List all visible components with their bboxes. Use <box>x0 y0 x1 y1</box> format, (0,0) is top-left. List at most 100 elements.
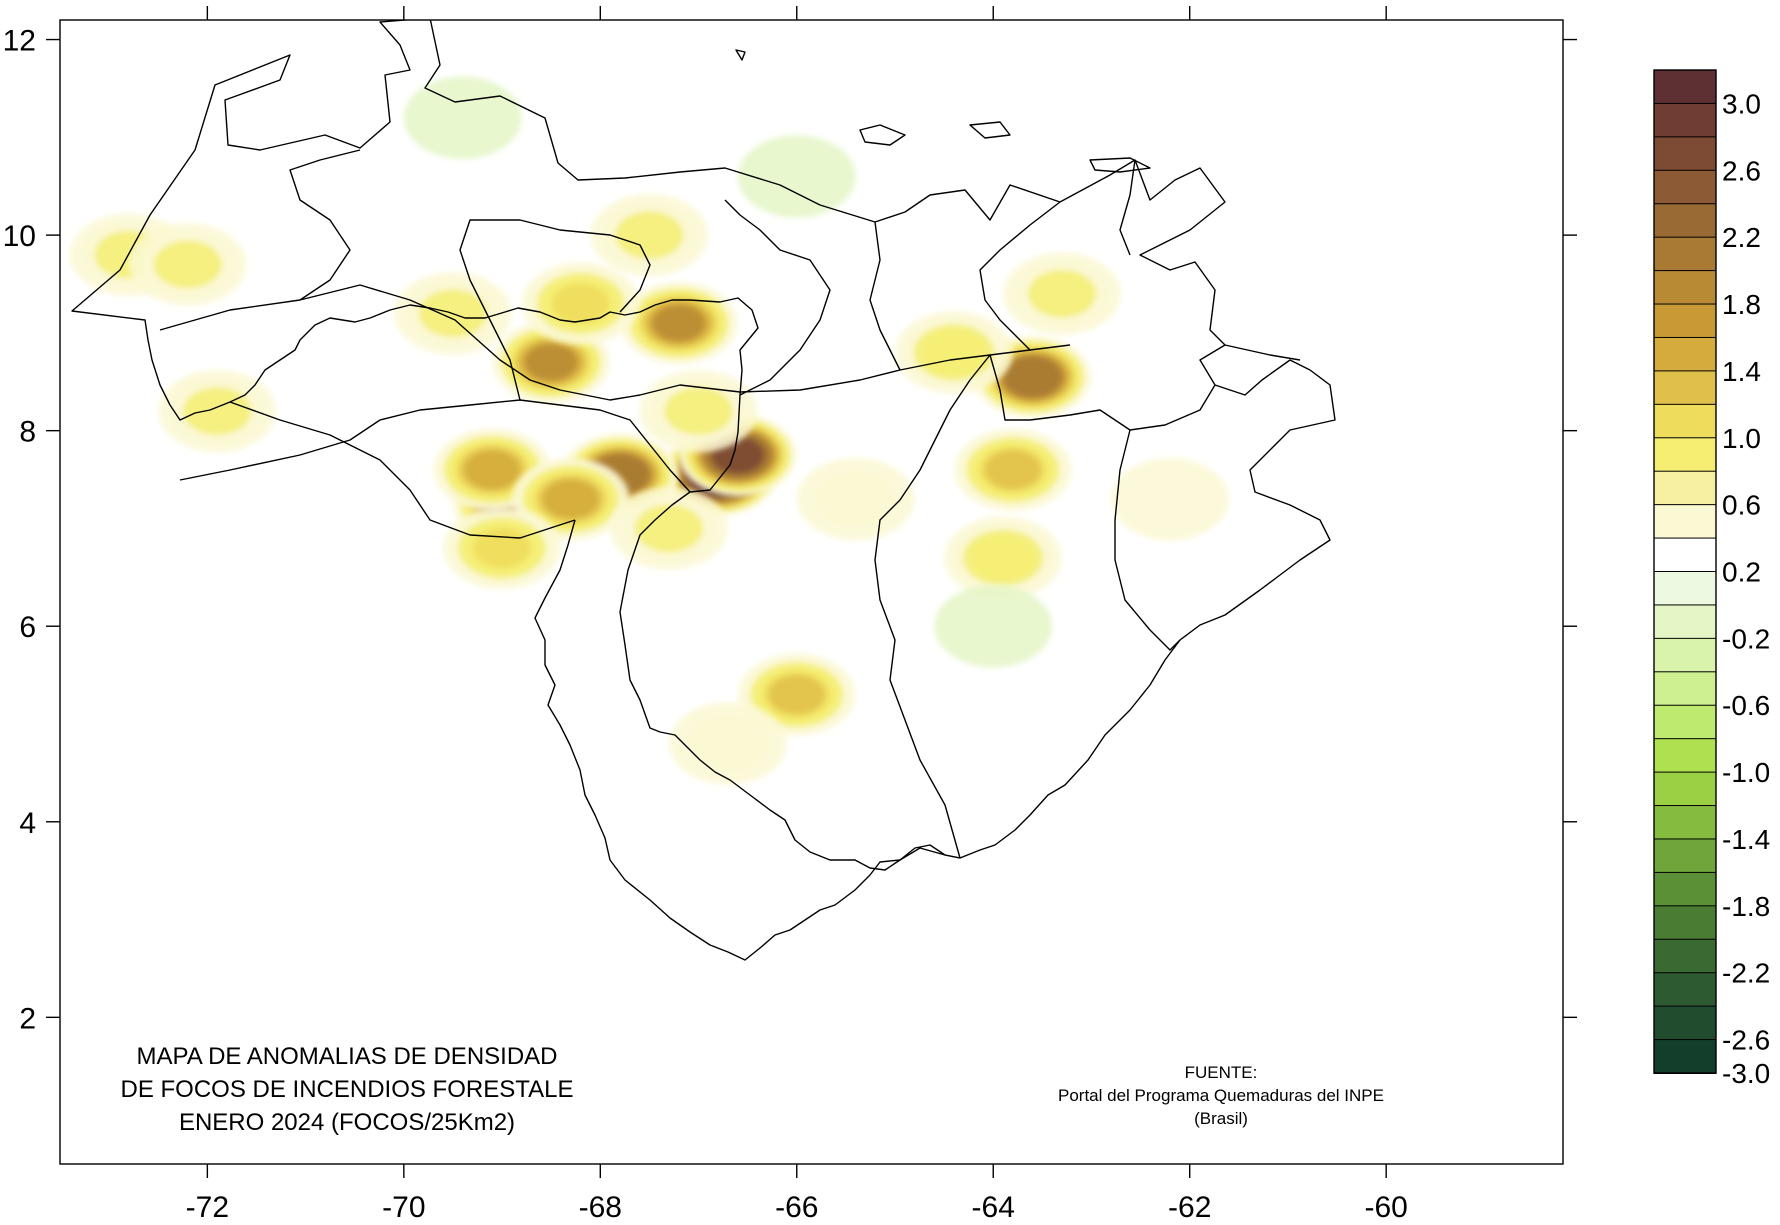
colorbar-swatch <box>1653 136 1717 172</box>
y-tick-label: 10 <box>3 220 36 253</box>
colorbar-label: 2.6 <box>1722 155 1761 186</box>
colorbar-swatch <box>1653 704 1717 740</box>
hotspot-12-ring-4 <box>551 283 610 324</box>
hotspot-21 <box>158 369 277 453</box>
colorbar-swatch <box>1653 437 1717 473</box>
colorbar-label: -1.8 <box>1722 891 1770 922</box>
y-tick-label: 6 <box>19 611 36 644</box>
colorbar-swatch <box>1653 972 1717 1008</box>
colorbar-swatch <box>1653 69 1717 105</box>
hotspot-13-ring-3 <box>922 330 985 375</box>
colorbar-swatch <box>1653 203 1717 239</box>
state-line-2 <box>179 399 691 493</box>
hotspot-25 <box>1111 457 1229 541</box>
x-tick-label: -68 <box>579 1191 622 1224</box>
colorbar-swatch <box>1653 738 1717 774</box>
colorbar-swatch <box>1653 838 1717 874</box>
state-line-11 <box>1119 159 1136 256</box>
source-line-2: Portal del Programa Quemaduras del INPE <box>1058 1086 1384 1105</box>
hotspot-21-ring-2 <box>183 387 252 435</box>
hotspot-5-ring-7 <box>524 343 578 381</box>
hotspot-20-ring-2 <box>615 211 684 259</box>
colorbar-label: 1.0 <box>1722 423 1761 454</box>
hotspot-23 <box>796 457 915 541</box>
island-1 <box>859 124 906 146</box>
hotspot-11 <box>737 653 856 736</box>
x-tick-label: -60 <box>1364 1191 1407 1224</box>
colorbar-label: 3.0 <box>1722 88 1761 119</box>
colorbar-swatch <box>1653 169 1717 205</box>
state-line-6 <box>724 199 831 396</box>
colorbar-swatch <box>1653 370 1717 406</box>
colorbar-label: -1.0 <box>1722 757 1770 788</box>
colorbar-swatch <box>1653 236 1717 272</box>
island-2 <box>969 121 1011 139</box>
colorbar-swatch <box>1653 604 1717 640</box>
colorbar-label: -3.0 <box>1722 1058 1770 1089</box>
colorbar-swatch <box>1653 303 1717 339</box>
colorbar-swatch <box>1653 671 1717 707</box>
colorbar-swatch <box>1653 805 1717 840</box>
y-tick-label: 4 <box>19 807 36 840</box>
southern-border <box>534 519 961 961</box>
state-line-8 <box>1114 429 1181 651</box>
source-line-1: FUENTE: <box>1185 1063 1258 1082</box>
hotspot-23-ring-1 <box>815 470 896 528</box>
hotspot-14-ring-3 <box>972 536 1035 580</box>
colorbar-label: -1.4 <box>1722 824 1770 855</box>
y-tick-label: 8 <box>19 416 36 449</box>
colorbar-swatch <box>1653 504 1717 540</box>
hotspot-9-ring-5 <box>985 450 1041 490</box>
y-tick-label: 2 <box>19 1002 36 1035</box>
axes: -72 -70 -68 -66 -64 -62 -60 12 10 8 6 4 2 <box>3 6 1577 1224</box>
hotspot-13 <box>895 311 1013 394</box>
colorbar-swatch <box>1653 102 1717 138</box>
hotspot-27 <box>737 135 856 218</box>
title-line-1: MAPA DE ANOMALIAS DE DENSIDAD <box>137 1043 558 1070</box>
colorbar-swatch <box>1653 771 1717 807</box>
state-line-10 <box>1224 344 1301 361</box>
colorbar: 3.0 2.6 2.2 1.8 1.4 1.0 0.6 0.2 -0.2 -0.6 -1.0 -1.4… <box>1653 69 1770 1089</box>
y-tick-label: 12 <box>3 25 36 58</box>
hotspot-18 <box>128 223 247 306</box>
island-3 <box>1089 157 1151 173</box>
source-line-3: (Brasil) <box>1194 1109 1248 1128</box>
colorbar-swatch <box>1653 637 1717 673</box>
state-line-1 <box>159 284 1071 401</box>
hotspot-12 <box>521 262 640 345</box>
x-tick-label: -62 <box>1168 1191 1211 1224</box>
hotspot-15 <box>610 487 728 570</box>
colorbar-swatch <box>1653 336 1717 372</box>
hotspot-28-ring-0 <box>934 584 1053 668</box>
hotspot-10-ring-4 <box>472 527 532 569</box>
map-title: MAPA DE ANOMALIAS DE DENSIDAD DE FOCOS D… <box>121 1043 574 1136</box>
hotspot-27-ring-0 <box>737 135 856 218</box>
state-line-13 <box>869 221 901 371</box>
hotspot-26 <box>403 76 522 160</box>
colorbar-label: 1.8 <box>1722 289 1761 320</box>
hotspot-6-ring-7 <box>652 304 706 342</box>
colorbar-swatch <box>1653 1005 1717 1041</box>
x-tick-label: -70 <box>382 1191 425 1224</box>
hotspot-15-ring-2 <box>635 504 704 553</box>
colorbar-label: -0.6 <box>1722 690 1770 721</box>
hotspot-28 <box>934 584 1053 668</box>
hotspot-22-ring-2 <box>664 387 733 435</box>
colorbar-label: -2.2 <box>1722 958 1770 989</box>
hotspot-25-ring-0 <box>1111 457 1229 541</box>
colorbar-frame <box>1653 69 1717 1074</box>
colorbar-label: -2.6 <box>1722 1025 1770 1056</box>
national-border <box>71 20 1336 871</box>
state-line-9 <box>989 354 1216 431</box>
state-line-5 <box>289 149 361 301</box>
colorbar-swatch <box>1653 938 1717 974</box>
state-line-3 <box>229 401 576 539</box>
plot-frame <box>59 19 1564 1165</box>
hotspot-9 <box>953 428 1072 512</box>
x-tick-label: -66 <box>775 1191 818 1224</box>
colorbar-label: -0.2 <box>1722 623 1770 654</box>
island-4 <box>735 49 746 61</box>
hotspot-4-ring-9 <box>1007 359 1058 395</box>
heatmap-layer <box>69 76 1229 785</box>
